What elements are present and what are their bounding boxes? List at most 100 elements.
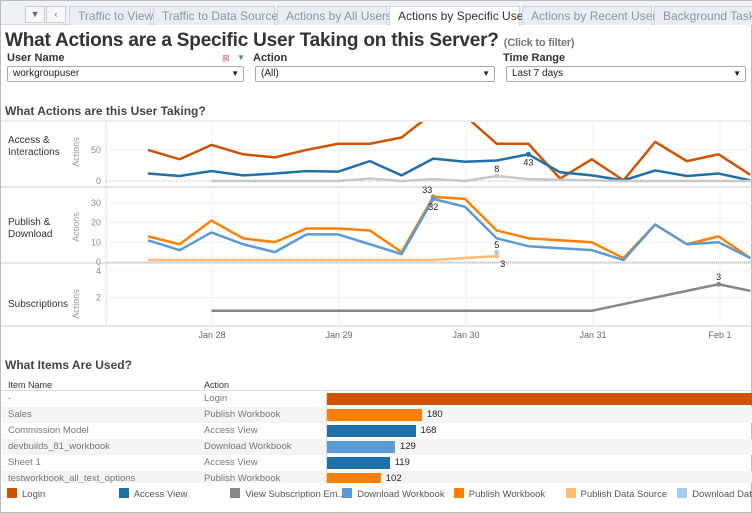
legend-swatch-icon	[7, 488, 17, 498]
clear-filter-icon[interactable]: ⊠	[222, 53, 230, 63]
chevron-down-icon: ▼	[482, 69, 490, 78]
panel-label-subscriptions: Subscriptions	[8, 299, 69, 310]
data-point[interactable]	[494, 249, 500, 255]
data-point[interactable]	[494, 253, 500, 259]
y-tick-label: 30	[91, 198, 101, 208]
legend-item[interactable]: Download Data	[677, 488, 752, 500]
x-tick-label: Jan 29	[325, 330, 352, 340]
series-line-login[interactable]	[147, 113, 751, 182]
item-name: Sheet 1	[8, 457, 41, 468]
legend-label: Publish Data Source	[580, 489, 668, 500]
item-name: Commission Model	[8, 425, 89, 436]
data-label: 43	[523, 157, 533, 167]
user-name-value: workgroupuser	[13, 68, 80, 79]
tab-traffic-to-views[interactable]: Traffic to Views	[69, 6, 159, 25]
tab-traffic-to-data-sources[interactable]: Traffic to Data Sources	[153, 6, 284, 25]
data-label: 33	[422, 185, 432, 195]
y-tick-label: 0	[96, 176, 101, 186]
legend-swatch-icon	[230, 488, 241, 498]
action-dropdown[interactable]: (All) ▼	[255, 66, 495, 82]
actions-section-title: What Actions are this User Taking?	[5, 104, 206, 118]
legend-label: View Subscription Em...	[245, 489, 346, 500]
table-row[interactable]: devbuilds_81_workbook Download Workbook …	[2, 439, 752, 455]
bar[interactable]	[327, 393, 752, 405]
x-tick-label: Jan 28	[198, 330, 225, 340]
item-name: Sales	[8, 409, 32, 420]
legend-item[interactable]: Access View	[118, 488, 188, 500]
series-line-publish-data-source[interactable]	[148, 254, 497, 262]
legend-item[interactable]: Login	[7, 488, 45, 500]
action-name: Publish Workbook	[204, 473, 281, 483]
tab-scroll-left-button[interactable]: ‹	[46, 6, 66, 23]
legend-item[interactable]: View Subscription Em...	[230, 488, 346, 500]
data-label: 5	[494, 240, 499, 250]
legend-swatch-icon	[342, 488, 353, 498]
bar-value-label: 180	[426, 409, 443, 420]
data-point[interactable]	[525, 151, 531, 157]
action-value: (All)	[261, 68, 279, 79]
chevron-down-icon: ▼	[231, 69, 239, 78]
bar[interactable]	[327, 409, 422, 421]
y-tick-label: 50	[91, 145, 101, 155]
table-row[interactable]: Sheet 1 Access View 119	[2, 455, 752, 471]
legend-label: Download Workbook	[357, 489, 445, 500]
legend-label: Login	[22, 489, 46, 500]
actions-line-chart[interactable]: Jan 28 Jan 29 Jan 30 Jan 31 Feb 1 0 50 0 10 20 30 2…	[1, 1, 752, 346]
table-row[interactable]: testworkbook_all_text_options Publish Wo…	[2, 471, 752, 483]
table-row[interactable]: - Login	[2, 391, 752, 407]
item-name: testworkbook_all_text_options	[8, 473, 136, 483]
y-tick-label: 20	[91, 218, 101, 228]
data-point[interactable]	[716, 281, 722, 287]
filter-menu-icon[interactable]: ▼	[237, 53, 245, 62]
series-line-download-workbook[interactable]	[147, 197, 751, 262]
legend-item[interactable]: Download Workbook	[342, 488, 445, 500]
items-table: - Login Sales Publish Workbook 180 Commis…	[1, 390, 752, 483]
action-name: Download Workbook	[204, 441, 292, 452]
action-name: Access View	[204, 425, 258, 436]
time-range-label: Time Range	[503, 52, 566, 64]
tab-menu-button[interactable]: ▼	[25, 6, 45, 23]
bar[interactable]	[327, 425, 416, 437]
y-tick-label: 0	[96, 257, 101, 267]
bar[interactable]	[327, 441, 395, 453]
title-text: What Actions are a Specific User Taking …	[5, 30, 499, 51]
time-range-dropdown[interactable]: Last 7 days ▼	[506, 66, 746, 82]
bar-value-label: 119	[394, 457, 410, 468]
tab-actions-by-all-users[interactable]: Actions by All Users	[277, 6, 392, 25]
panel-label-access: Access & Interactions	[8, 135, 60, 158]
item-name: devbuilds_81_workbook	[8, 441, 110, 452]
tab-actions-by-recent-users[interactable]: Actions by Recent Users	[522, 6, 662, 25]
y-tick-label: 4	[96, 266, 101, 276]
series-line-access-view[interactable]	[147, 153, 751, 182]
bar-value-label: 102	[385, 473, 402, 483]
x-tick-label: Jan 30	[452, 330, 479, 340]
table-row[interactable]: Commission Model Access View 168	[2, 423, 752, 439]
legend-label: Access View	[133, 489, 188, 500]
legend-swatch-icon	[565, 488, 576, 498]
bar-value-label: 168	[420, 425, 437, 436]
table-row[interactable]: Sales Publish Workbook 180	[2, 407, 752, 423]
legend-item[interactable]: Publish Data Source	[565, 488, 668, 500]
click-to-filter-hint: (Click to filter)	[503, 37, 575, 49]
user-name-dropdown[interactable]: workgroupuser ▼	[7, 66, 244, 82]
bar-axis-line	[326, 391, 327, 483]
items-section-title: What Items Are Used?	[5, 358, 132, 372]
column-header-item-name: Item Name	[8, 380, 53, 390]
legend-item[interactable]: Publish Workbook	[453, 488, 545, 500]
chevron-down-icon: ▼	[733, 69, 741, 78]
tab-actions-by-specific-user[interactable]: Actions by Specific User	[389, 6, 527, 26]
user-name-label: User Name	[7, 52, 65, 64]
series-line-other[interactable]	[211, 174, 751, 183]
action-name: Access View	[204, 457, 258, 468]
data-label: 8	[494, 164, 499, 174]
bar[interactable]	[327, 457, 390, 469]
data-label: 3	[716, 272, 721, 282]
data-label: 3	[500, 259, 505, 269]
legend-swatch-icon	[677, 488, 688, 498]
data-point[interactable]	[494, 173, 500, 179]
tab-bar: ▼ ‹ Traffic to Views Traffic to Data Sou…	[1, 1, 752, 26]
bar[interactable]	[327, 473, 381, 483]
data-point[interactable]	[430, 196, 436, 202]
tab-background-tasks[interactable]: Background Tasks	[654, 6, 752, 25]
time-range-value: Last 7 days	[512, 68, 564, 79]
